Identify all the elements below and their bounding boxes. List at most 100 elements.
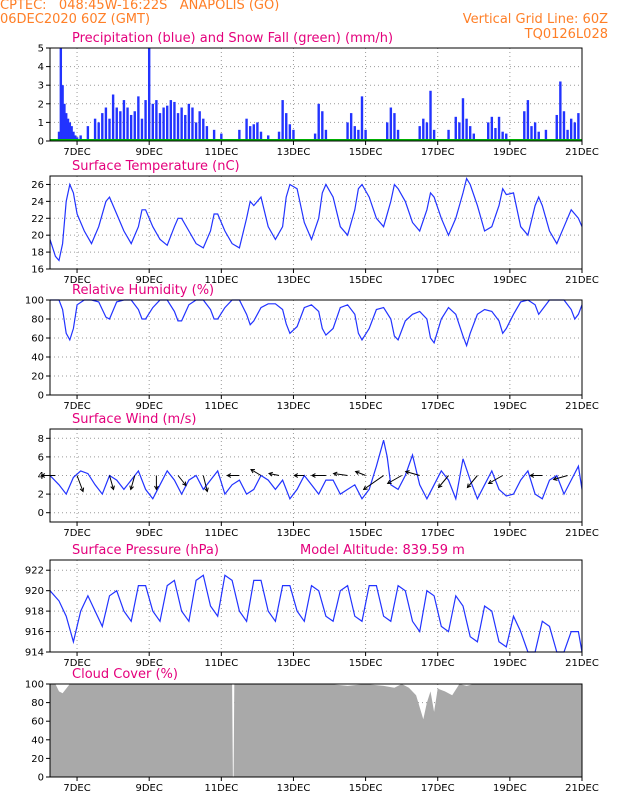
x-tick-label: 17DEC [421,275,455,286]
wind-arrow-head [487,479,493,485]
y-tick-label: 60 [31,334,44,345]
wind-arrow-head [529,473,535,478]
y-tick-label: 24 [31,197,44,208]
precip-bar [454,116,457,141]
x-tick-label: 11DEC [204,401,238,412]
wind-arrow-head [110,485,115,491]
precip-bar [494,127,497,141]
wind-arrow-head [404,470,410,475]
precip-bar [126,107,129,141]
precip-bar [147,48,151,141]
wind-arrow-head [204,487,209,493]
panel-frame [49,299,583,396]
precip-bar [447,129,450,141]
wind-arrow-head [226,473,232,478]
x-tick-label: 19DEC [493,528,527,539]
cloud-cover-area [50,684,582,777]
precip-bar [487,122,490,141]
precip-bar [259,131,263,141]
panel-title: Precipitation (blue) and Snow Fall (gree… [72,31,393,46]
precip-bar [68,122,72,141]
precip-bar [72,131,75,141]
precip-bar [252,124,255,141]
precip-bar [281,100,284,141]
precip-bar [65,113,68,141]
wind-arrow-head [354,470,360,475]
precip-bar [425,122,429,141]
wind-arrow-head [250,468,256,474]
panel-subtitle: Model Altitude: 839.59 m [300,543,465,558]
wind-arrow-head [332,471,338,477]
x-tick-label: 17DEC [421,783,455,794]
precip-bar [569,118,573,141]
x-tick-label: 17DEC [421,147,455,158]
x-tick-label: 21DEC [565,658,599,669]
panel-frame [49,559,583,653]
precip-bar [101,113,104,141]
precip-bar [129,114,133,141]
precip-bar [66,118,70,141]
panel-title: Cloud Cover (%) [72,667,178,682]
x-tick-label: 9DEC [135,528,162,539]
y-tick-label: 40 [31,735,44,746]
wind-arrow [553,475,568,480]
x-tick-label: 15DEC [349,401,383,412]
precip-bar [501,131,504,141]
precip-bar [245,118,248,141]
precip-bar [198,111,201,141]
precip-bar [158,113,162,141]
x-tick-label: 17DEC [421,528,455,539]
x-tick-label: 21DEC [565,783,599,794]
x-tick-label: 13DEC [277,275,311,286]
precip-bar [61,85,64,141]
precip-bar [422,118,425,141]
precip-bar [429,90,432,141]
precip-bar [288,124,292,141]
wind-arrow-head [129,485,134,491]
precip-bar [396,129,400,141]
precip-bar [472,133,475,141]
panel-frame [49,683,583,778]
wind-arrow-head [386,479,392,485]
wind-arrow-head [293,473,299,478]
precip-bar [389,107,393,141]
wind-arrow [177,475,187,486]
precip-bar [537,131,540,141]
x-tick-label: 11DEC [204,147,238,158]
y-tick-label: 2 [38,490,44,501]
x-tick-label: 21DEC [565,147,599,158]
y-tick-label: 20 [31,372,44,383]
precip-bar [317,103,320,141]
precip-bar [393,113,396,141]
wind-arrow-head [268,471,273,477]
precip-bar [151,103,154,141]
y-tick-label: 0 [38,137,44,148]
y-tick-label: 6 [38,452,44,463]
precip-bar [357,129,360,141]
wind-arrow [405,471,420,476]
wind-arrow-head [552,476,558,481]
precip-bar [119,111,122,141]
precip-bar [104,107,108,141]
precip-bar [220,133,223,141]
precip-bar [238,129,241,141]
precip-bar [526,100,530,141]
precip-bar [79,135,82,141]
precip-bar [285,113,288,141]
precip-bar [162,107,165,141]
precip-bar [140,118,144,141]
y-tick-label: 0 [38,773,44,784]
x-tick-label: 15DEC [349,658,383,669]
x-tick-label: 13DEC [277,783,311,794]
wind-arrow [438,475,449,488]
precip-bar [544,129,548,141]
y-tick-label: 60 [31,717,44,728]
x-tick-label: 19DEC [493,275,527,286]
wind-arrow-head [40,473,46,478]
wind-arrow [268,473,280,476]
wind-arrow [488,475,503,484]
precip-bar [562,111,566,141]
precip-bar [166,105,169,141]
y-tick-label: 20 [31,754,44,765]
